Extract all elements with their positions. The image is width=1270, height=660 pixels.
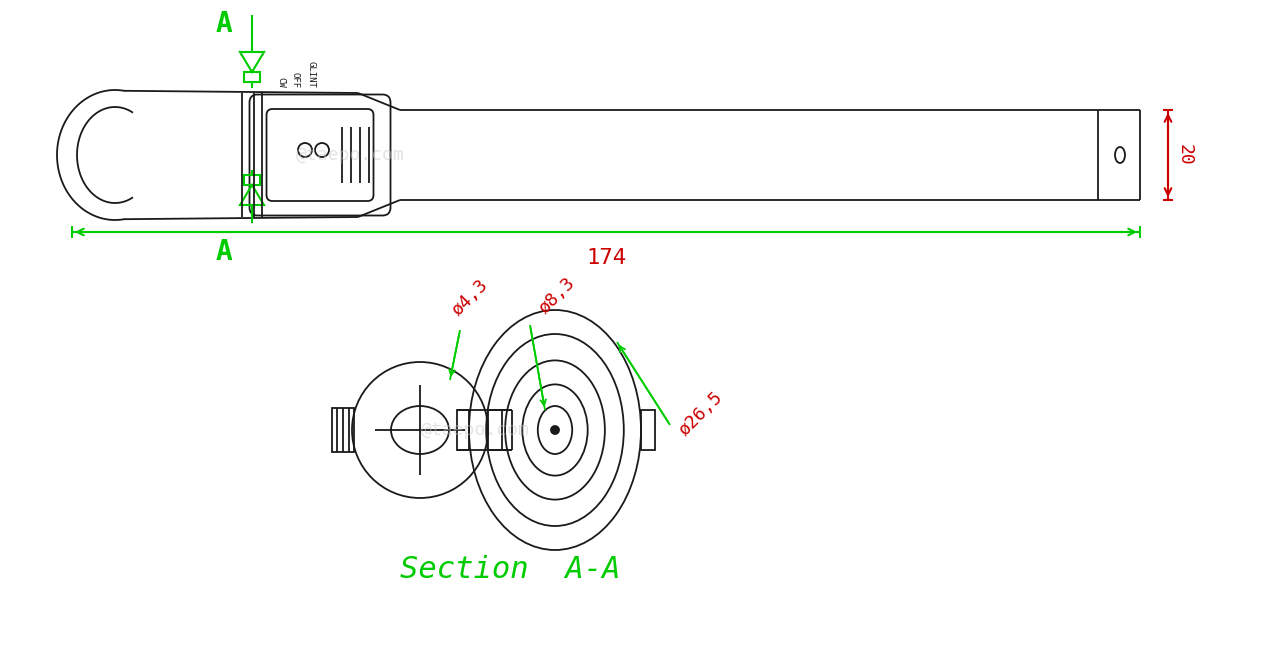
Text: OFF: OFF: [291, 72, 300, 88]
Text: A: A: [216, 10, 232, 38]
Text: 20: 20: [1176, 144, 1194, 166]
Text: 174: 174: [585, 248, 626, 268]
Bar: [641, 410, 655, 450]
Text: @taepo.com: @taepo.com: [420, 421, 530, 439]
Bar: [244, 72, 260, 82]
Bar: [488, 410, 502, 450]
Circle shape: [551, 426, 559, 434]
Bar: [244, 175, 260, 185]
Text: CW: CW: [277, 77, 286, 88]
Text: Section  A-A: Section A-A: [400, 556, 620, 585]
Text: A: A: [216, 238, 232, 266]
Text: GLINT: GLINT: [306, 61, 315, 88]
Text: @taepo.com: @taepo.com: [296, 146, 404, 164]
Text: ø26,5: ø26,5: [674, 388, 726, 439]
Bar: [331, 408, 354, 452]
Text: ø4,3: ø4,3: [448, 275, 491, 319]
Text: ø8,3: ø8,3: [535, 273, 579, 317]
Bar: [457, 410, 469, 450]
